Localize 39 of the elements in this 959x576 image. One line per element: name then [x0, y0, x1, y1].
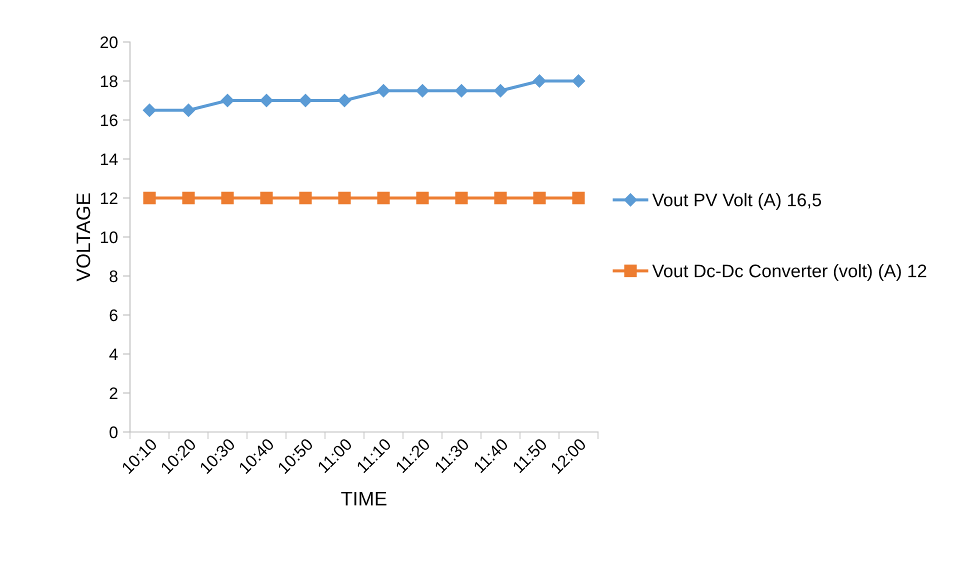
- point: [376, 84, 390, 98]
- point: [298, 94, 312, 108]
- point: [260, 192, 273, 204]
- y-tick-label: 18: [100, 75, 118, 88]
- y-tick-label: 4: [109, 348, 118, 360]
- point: [299, 192, 312, 204]
- point: [416, 192, 429, 204]
- point: [220, 94, 234, 108]
- point: [572, 74, 586, 88]
- x-axis-title: TIME: [341, 492, 386, 506]
- y-axis-title: VOLTAGE: [76, 193, 90, 282]
- point: [338, 192, 351, 204]
- point: [572, 192, 585, 204]
- y-tick-label: 2: [110, 387, 118, 400]
- y-tick-label: 0: [110, 426, 118, 438]
- point: [182, 104, 196, 117]
- point: [533, 192, 546, 204]
- point: [338, 94, 352, 108]
- y-tick-label: 12: [100, 192, 118, 204]
- point: [416, 84, 430, 98]
- point: [260, 94, 274, 108]
- point: [377, 192, 390, 204]
- y-tick-label: 14: [100, 154, 118, 166]
- point: [182, 192, 195, 204]
- point: [494, 84, 508, 98]
- point: [455, 192, 468, 204]
- point: [143, 192, 156, 204]
- point: [454, 84, 468, 98]
- y-tick-label: 16: [100, 114, 118, 126]
- legend-label: Vout Dc-Dc Converter (volt) (A) 12: [652, 264, 926, 281]
- point: [494, 192, 507, 204]
- y-tick-label: 8: [110, 270, 118, 282]
- legend-label: Vout PV Volt (A) 16,5: [652, 193, 822, 210]
- point: [142, 104, 156, 117]
- point: [532, 74, 546, 88]
- y-tick-label: 20: [100, 36, 118, 48]
- point: [221, 192, 234, 204]
- y-tick-label: 10: [100, 231, 118, 244]
- y-tick-label: 6: [110, 309, 118, 322]
